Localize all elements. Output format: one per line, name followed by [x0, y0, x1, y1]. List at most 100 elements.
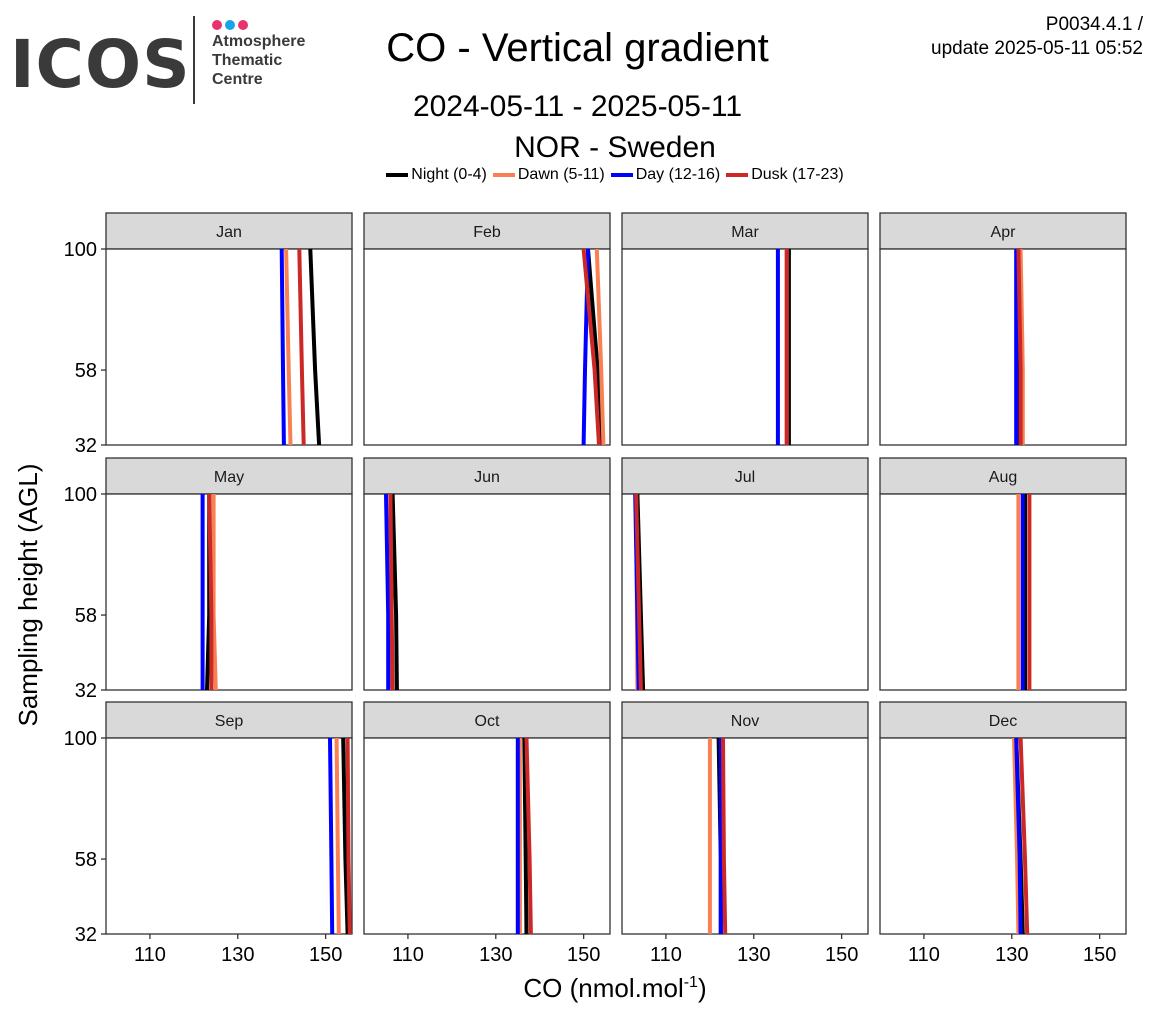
series-line-oct-3 — [524, 737, 533, 935]
version-info: P0034.4.1 / update 2025-05-11 05:52 — [931, 13, 1143, 61]
legend-label-2: Day (12-16) — [635, 166, 721, 183]
y-axis-title: Sampling height (AGL) — [13, 463, 43, 726]
series-line-feb-0 — [586, 248, 604, 446]
facet-strip-mar — [621, 212, 869, 250]
series-line-sep-1 — [334, 737, 341, 935]
series-line-may-3 — [207, 493, 214, 690]
x-tick-label: 150 — [1083, 944, 1116, 966]
x-tick-label: 150 — [567, 944, 600, 966]
legend-swatch-2 — [610, 172, 633, 177]
logo-dots — [212, 17, 251, 35]
series-line-dec-3 — [1018, 737, 1030, 935]
legend-label-1: Dawn (5-11) — [517, 166, 605, 183]
x-axis-title-text: CO (nmol.mol — [523, 973, 683, 1003]
facet-strip-jul — [621, 457, 869, 495]
chart-legend: Night (0-4) Dawn (5-11) Day (12-16) Dusk (1… — [0, 166, 1155, 184]
facet-label-jul: Jul — [735, 469, 755, 486]
x-tick-label: 150 — [825, 944, 858, 966]
series-line-dec-2 — [1014, 737, 1023, 935]
facet-strip-oct — [363, 701, 611, 739]
x-axis-title: CO (nmol.mol-1) — [523, 973, 706, 1003]
series-line-jan-3 — [297, 248, 306, 446]
facet-label-feb: Feb — [473, 224, 501, 241]
series-line-apr-3 — [1016, 248, 1023, 445]
chart-title: CO - Vertical gradient — [386, 26, 769, 70]
facet-panel-nov — [621, 737, 869, 935]
facet-panel-aug — [879, 493, 1127, 691]
x-tick-label: 110 — [650, 944, 682, 966]
facet-label-apr: Apr — [991, 224, 1017, 241]
series-line-jan-1 — [284, 248, 293, 446]
series-line-sep-2 — [328, 737, 335, 935]
facet-panel-sep — [105, 737, 353, 935]
series-line-dec-1 — [1012, 737, 1021, 935]
series-line-oct-0 — [522, 737, 529, 935]
legend-swatch-3 — [726, 172, 749, 177]
x-tick-label: 130 — [737, 944, 770, 966]
x-tick-label: 110 — [908, 944, 940, 966]
logo-dot-2 — [225, 20, 235, 30]
facet-strip-nov — [621, 701, 869, 739]
logo-separator — [193, 16, 195, 104]
series-line-jul-3 — [634, 493, 643, 691]
logo-dot-1 — [212, 20, 222, 30]
facet-strip-feb — [363, 212, 611, 250]
legend-swatch-0 — [386, 172, 409, 177]
y-tick-label: 100 — [64, 728, 97, 750]
facet-panel-feb — [363, 248, 611, 446]
facet-panel-apr — [879, 248, 1127, 446]
logo-line-3: Centre — [212, 71, 263, 88]
facet-label-jan: Jan — [216, 224, 242, 241]
series-line-apr-1 — [1018, 248, 1025, 445]
series-line-nov-3 — [721, 737, 728, 935]
series-line-feb-1 — [594, 248, 606, 446]
series-line-sep-0 — [341, 737, 350, 935]
facet-label-jun: Jun — [474, 469, 500, 486]
y-tick-label: 100 — [64, 484, 97, 506]
facet-label-sep: Sep — [215, 713, 244, 730]
version-line-1: P0034.4.1 / — [1045, 14, 1143, 35]
x-tick-label: 110 — [134, 944, 166, 966]
y-tick-label: 32 — [75, 680, 97, 702]
legend-item-0: Night (0-4) — [386, 166, 487, 184]
series-line-jun-0 — [390, 493, 399, 691]
facet-strip-jan — [105, 212, 353, 250]
logo-line-1: Atmosphere — [212, 33, 306, 50]
facet-strip-jun — [363, 457, 611, 495]
facet-label-mar: Mar — [731, 224, 759, 241]
legend-swatch-1 — [492, 172, 515, 177]
series-line-jun-3 — [388, 493, 395, 691]
x-axis-title-end: ) — [698, 973, 707, 1003]
logo-line-2: Thematic — [212, 52, 283, 69]
facet-label-nov: Nov — [731, 713, 759, 730]
y-tick-label: 32 — [75, 924, 97, 946]
series-line-may-1 — [211, 494, 218, 691]
series-line-jun-2 — [384, 493, 391, 690]
series-line-feb-3 — [581, 248, 601, 446]
y-tick-label: 58 — [75, 605, 97, 627]
y-tick-label: 58 — [75, 360, 97, 382]
facet-label-dec: Dec — [989, 713, 1017, 730]
x-tick-label: 130 — [479, 944, 512, 966]
legend-item-1: Dawn (5-11) — [492, 166, 605, 184]
legend-label-3: Dusk (17-23) — [751, 166, 844, 183]
x-tick-label: 150 — [309, 944, 342, 966]
y-tick-label: 100 — [64, 239, 97, 261]
x-tick-label: 130 — [221, 944, 254, 966]
logo-wordmark: ICOS — [10, 26, 191, 103]
version-line-2: update 2025-05-11 05:52 — [931, 38, 1143, 59]
facet-panel-dec — [879, 737, 1127, 935]
facet-strip-aug — [879, 457, 1127, 495]
series-line-jan-2 — [279, 248, 286, 446]
facet-panel-jul — [621, 493, 869, 691]
chart-station: NOR - Sweden — [514, 131, 716, 164]
chart-period: 2024-05-11 - 2025-05-11 — [412, 90, 743, 123]
legend-item-2: Day (12-16) — [610, 166, 721, 184]
logo-text: Atmosphere Thematic Centre — [212, 32, 305, 89]
facet-panel-oct — [363, 737, 611, 935]
facet-label-may: May — [214, 469, 244, 486]
x-tick-label: 110 — [392, 944, 424, 966]
x-axis-title-superscript: -1 — [684, 974, 698, 991]
legend-item-3: Dusk (17-23) — [726, 166, 844, 184]
facet-panel-mar — [621, 248, 869, 446]
